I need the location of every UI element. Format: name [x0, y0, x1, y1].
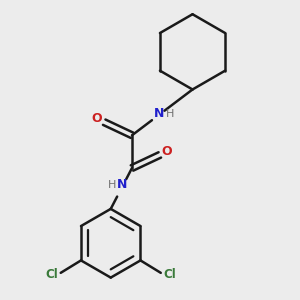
Text: N: N: [117, 178, 128, 191]
Text: N: N: [154, 106, 164, 119]
Text: Cl: Cl: [45, 268, 58, 281]
Text: H: H: [108, 180, 116, 190]
Text: Cl: Cl: [164, 268, 176, 281]
Text: H: H: [166, 109, 174, 119]
Text: O: O: [92, 112, 102, 125]
Text: O: O: [162, 145, 172, 158]
